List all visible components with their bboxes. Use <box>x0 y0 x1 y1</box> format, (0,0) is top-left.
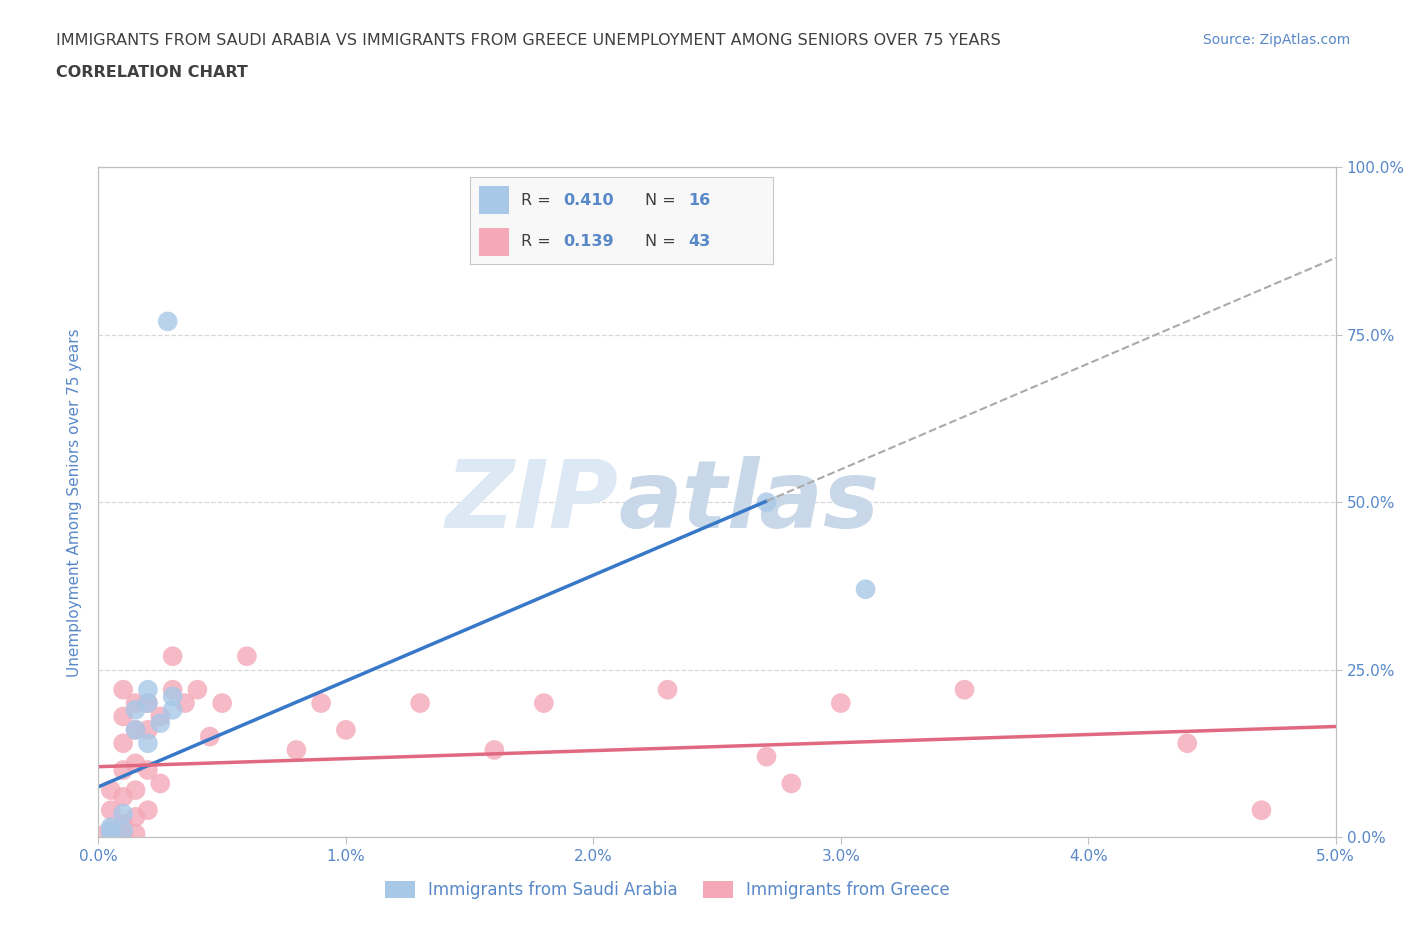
Point <box>136 736 159 751</box>
Point <box>124 723 146 737</box>
Point <box>124 783 146 798</box>
Point <box>124 696 146 711</box>
Point <box>755 750 778 764</box>
Text: IMMIGRANTS FROM SAUDI ARABIA VS IMMIGRANTS FROM GREECE UNEMPLOYMENT AMONG SENIOR: IMMIGRANTS FROM SAUDI ARABIA VS IMMIGRAN… <box>56 33 1001 47</box>
Point <box>162 689 184 704</box>
Point <box>484 742 506 757</box>
Point <box>409 696 432 711</box>
Text: CORRELATION CHART: CORRELATION CHART <box>56 65 247 80</box>
Point <box>100 826 122 841</box>
Point <box>855 582 877 597</box>
Point <box>211 696 233 711</box>
Point <box>1250 803 1272 817</box>
Point <box>162 702 184 717</box>
Point <box>149 709 172 724</box>
Point <box>830 696 852 711</box>
Point <box>94 826 117 841</box>
Point <box>285 742 308 757</box>
Point <box>149 716 172 731</box>
Point <box>533 696 555 711</box>
Point <box>780 776 803 790</box>
Point <box>124 756 146 771</box>
Y-axis label: Unemployment Among Seniors over 75 years: Unemployment Among Seniors over 75 years <box>67 328 83 676</box>
Point <box>112 826 135 841</box>
Point <box>335 723 357 737</box>
Point <box>112 823 135 838</box>
Point <box>124 809 146 824</box>
Point <box>149 776 172 790</box>
Point <box>755 495 778 510</box>
Point <box>100 823 122 838</box>
Point <box>136 696 159 711</box>
Point <box>162 683 184 698</box>
Point <box>236 649 259 664</box>
Text: atlas: atlas <box>619 457 879 548</box>
Point <box>112 709 135 724</box>
Point <box>100 783 122 798</box>
Point <box>112 736 135 751</box>
Point <box>100 819 122 834</box>
Point <box>100 823 122 838</box>
Point <box>124 702 146 717</box>
Point <box>156 314 179 329</box>
Point <box>100 803 122 817</box>
Legend: Immigrants from Saudi Arabia, Immigrants from Greece: Immigrants from Saudi Arabia, Immigrants… <box>378 874 956 906</box>
Point <box>162 649 184 664</box>
Point <box>953 683 976 698</box>
Point <box>112 806 135 821</box>
Point <box>198 729 221 744</box>
Point <box>174 696 197 711</box>
Point <box>124 826 146 841</box>
Point <box>136 683 159 698</box>
Point <box>136 803 159 817</box>
Point <box>124 723 146 737</box>
Point <box>1175 736 1198 751</box>
Point <box>112 817 135 831</box>
Point <box>309 696 332 711</box>
Text: ZIP: ZIP <box>446 457 619 548</box>
Point <box>112 790 135 804</box>
Point <box>136 723 159 737</box>
Point <box>112 763 135 777</box>
Point <box>136 696 159 711</box>
Point <box>657 683 679 698</box>
Text: Source: ZipAtlas.com: Source: ZipAtlas.com <box>1202 33 1350 46</box>
Point <box>112 683 135 698</box>
Point <box>136 763 159 777</box>
Point <box>186 683 208 698</box>
